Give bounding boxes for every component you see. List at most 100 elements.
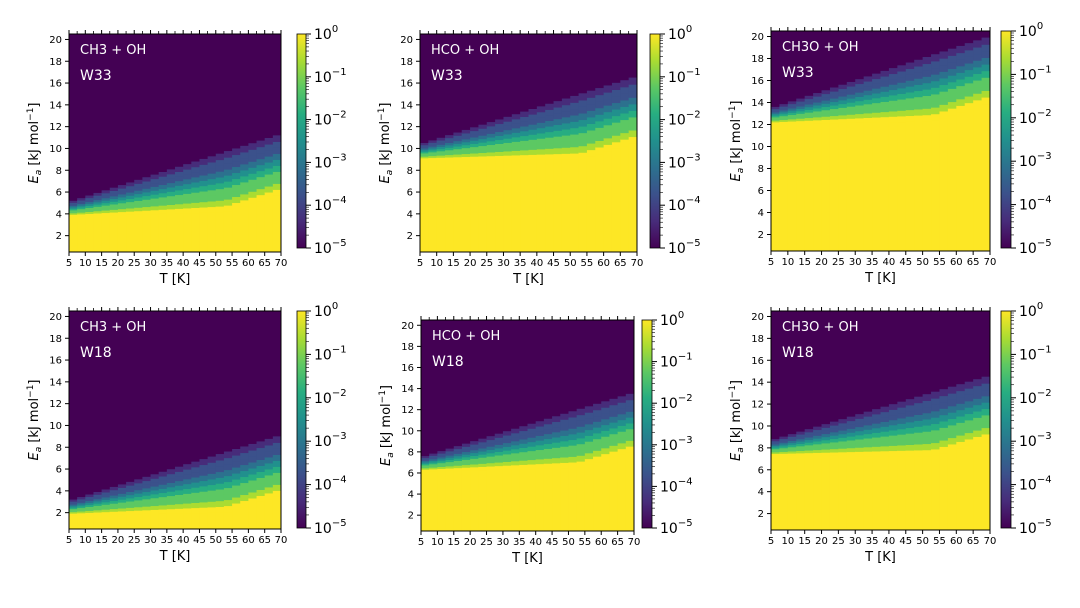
heatmap-cell	[453, 467, 463, 471]
heatmap-cell	[126, 485, 135, 489]
heatmap-cell	[175, 512, 184, 529]
heatmap-cell	[495, 139, 505, 144]
x-axis: 5 10 15 20 25 30 35 40 45 50 55 60 65 70	[66, 307, 287, 546]
heatmap-cell	[445, 144, 454, 148]
heatmap-cell	[101, 195, 111, 199]
heatmap-cell	[207, 484, 217, 491]
heatmap-cell	[964, 95, 974, 104]
heatmap-cell	[109, 203, 119, 208]
colorbar-tick-label: 10−3	[1019, 431, 1052, 450]
heatmap-cell	[888, 445, 898, 452]
heatmap-cell	[175, 171, 184, 177]
y-tick-label: 20	[49, 35, 62, 46]
heatmap-cell	[981, 64, 990, 72]
heatmap-cell	[453, 156, 463, 160]
heatmap-cell	[560, 451, 570, 458]
heatmap-cell	[779, 113, 789, 117]
heatmap-cell	[628, 103, 637, 111]
heatmap-cell	[109, 198, 119, 202]
heatmap-cell	[543, 418, 553, 425]
heatmap-cell	[880, 436, 890, 442]
heatmap-cell	[527, 468, 537, 531]
heatmap-cell	[437, 453, 447, 456]
heatmap-cell	[428, 147, 438, 151]
heatmap-cell	[625, 434, 634, 441]
heatmap-cell	[552, 426, 561, 433]
heatmap-cell	[922, 431, 932, 438]
heatmap-cell	[453, 145, 463, 150]
heatmap-cell	[838, 448, 848, 453]
heatmap-cell	[939, 91, 949, 99]
heatmap-cell	[560, 462, 570, 469]
heatmap-cell	[560, 446, 570, 453]
heatmap-cell	[437, 451, 447, 454]
heatmap-cell	[142, 484, 152, 489]
heatmap-cell	[829, 421, 839, 426]
heatmap-cell	[223, 511, 233, 529]
x-tick-label: 70	[628, 537, 641, 548]
heatmap-cell	[880, 406, 890, 413]
heatmap-cell	[821, 439, 831, 444]
heatmap-cell	[595, 101, 605, 109]
heatmap-cell	[445, 450, 455, 454]
heatmap-cell	[771, 453, 781, 456]
heatmap-cell	[947, 61, 957, 70]
heatmap-cell	[528, 144, 538, 150]
heatmap-cell	[420, 146, 429, 149]
x-tick-label: 50	[209, 535, 222, 546]
x-tick-label: 10	[781, 536, 794, 547]
heatmap-cell	[787, 452, 797, 456]
heatmap-cell	[813, 438, 823, 442]
heatmap-cell	[272, 442, 281, 449]
heatmap-cell	[578, 158, 588, 252]
heatmap-cell	[947, 55, 957, 63]
heatmap-cell	[69, 214, 78, 217]
heatmap-cell	[914, 455, 924, 530]
y-tick-label: 18	[751, 54, 764, 65]
heatmap-cell	[199, 464, 209, 471]
heatmap-cell	[461, 141, 471, 146]
heatmap-cell	[215, 176, 225, 184]
y-tick-label: 16	[49, 79, 62, 90]
heatmap-cell	[470, 143, 480, 148]
heatmap-cell	[888, 68, 898, 75]
heatmap-cell	[609, 456, 619, 531]
heatmap-cell	[191, 212, 201, 252]
heatmap-cell	[511, 456, 520, 462]
x-tick-label: 25	[480, 537, 493, 548]
heatmap-cell	[101, 489, 111, 493]
heatmap-cell	[863, 99, 873, 105]
heatmap-cell	[905, 427, 915, 434]
heatmap-cell	[502, 442, 512, 447]
heatmap-cell	[553, 112, 563, 120]
y-tick-label: 14	[751, 98, 764, 109]
heatmap-cell	[914, 432, 924, 439]
heatmap-cell	[150, 174, 160, 180]
heatmap-cell	[248, 191, 258, 198]
heatmap-cell	[625, 411, 634, 418]
heatmap-cell	[445, 149, 454, 153]
heatmap-cell	[560, 435, 570, 442]
heatmap-cell	[973, 430, 983, 437]
colorbar-tick-label: 100	[1019, 21, 1043, 40]
heatmap-cell	[796, 123, 806, 251]
heatmap-cell	[956, 403, 966, 411]
heatmap-cell	[973, 40, 983, 48]
heatmap-cell	[519, 447, 529, 453]
heatmap-cell	[611, 141, 621, 149]
heatmap-cell	[586, 123, 596, 131]
heatmap-cell	[445, 457, 455, 460]
heatmap-cell	[486, 136, 496, 142]
heatmap-cell	[584, 429, 594, 436]
heatmap-cell	[126, 191, 135, 196]
heatmap-cell	[256, 453, 266, 460]
heatmap-cell	[611, 95, 621, 104]
heatmap-cell	[863, 446, 873, 452]
x-tick-label: 10	[430, 258, 443, 269]
heatmap-cell	[535, 444, 545, 451]
heatmap-cell	[117, 504, 127, 509]
heatmap-cell	[601, 453, 611, 460]
heatmap-cell	[503, 159, 513, 252]
heatmap-cell	[486, 436, 496, 441]
